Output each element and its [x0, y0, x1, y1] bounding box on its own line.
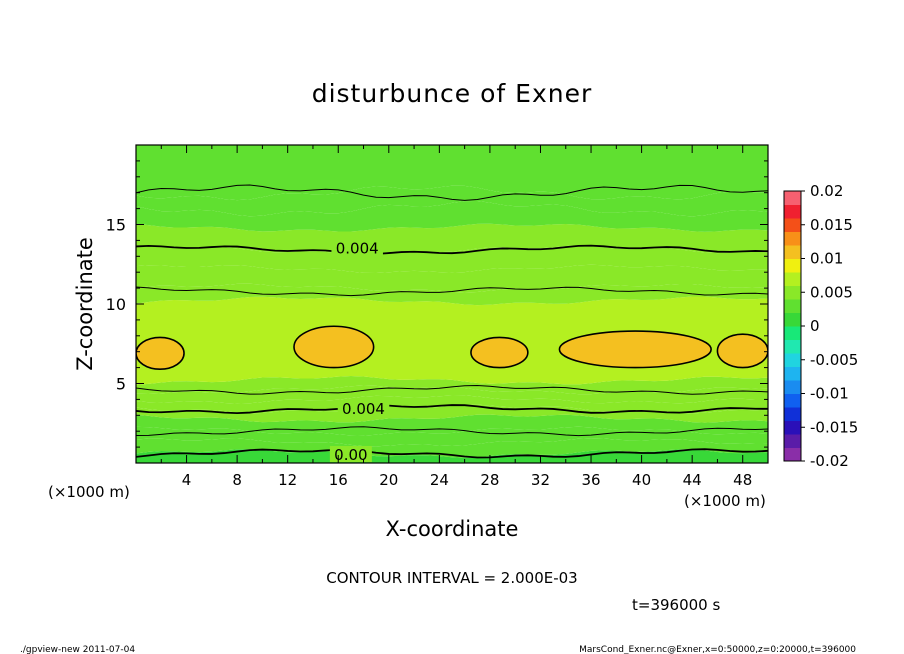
plot-area: 0.004 0.004 0.00	[135, 144, 769, 464]
colorbar-tick-label: -0.01	[810, 385, 849, 403]
colorbar-tick-label: 0.015	[810, 216, 853, 234]
x-tick-label: 8	[232, 471, 242, 489]
colorbar-swatch	[784, 285, 801, 300]
maximum-contour	[716, 333, 768, 369]
contour-line	[136, 244, 768, 255]
contour-line	[136, 384, 768, 395]
field-band	[136, 404, 768, 423]
field-band	[136, 426, 768, 447]
field-band	[136, 375, 768, 395]
field-band	[136, 201, 768, 232]
contour-line	[136, 184, 768, 201]
field-band	[136, 385, 768, 404]
field-band	[136, 145, 768, 201]
colorbar-tick-label: -0.015	[810, 418, 858, 436]
y-tick-label: 15	[106, 216, 126, 235]
colorbar-tick-label: 0	[810, 317, 820, 335]
time-text: t=396000 s	[632, 596, 720, 614]
y-axis-ticks: 5 10 15	[106, 144, 768, 464]
colorbar-swatch	[784, 407, 801, 421]
x-unit-right: (×1000 m)	[684, 492, 766, 510]
maximum-contour	[136, 336, 185, 370]
x-tick-label: 44	[683, 471, 702, 489]
maximum-contour	[558, 330, 712, 369]
y-tick-label: 10	[106, 295, 126, 314]
contour-line	[136, 404, 768, 415]
colorbar-swatch	[784, 353, 801, 367]
footer-right: MarsCond_Exner.nc@Exner,x=0:50000,z=0:20…	[579, 645, 856, 654]
colorbar-swatch	[784, 258, 801, 273]
contour-label-bg	[337, 399, 390, 416]
x-tick-label: 16	[329, 471, 348, 489]
colorbar-swatch	[784, 393, 801, 408]
contour-line	[136, 448, 768, 459]
colorbar-swatch	[784, 339, 801, 354]
footer-left: ./gpview-new 2011-07-04	[20, 645, 135, 654]
colorbar-tick-label: 0.005	[810, 283, 853, 301]
x-tick-label: 48	[733, 471, 752, 489]
field-band	[136, 185, 768, 217]
colorbar-swatch	[784, 434, 801, 448]
colorbar-tick-label: -0.005	[810, 351, 858, 369]
y-tick-label: 5	[116, 375, 126, 394]
colorbar-swatch	[784, 420, 801, 435]
field-band	[136, 438, 768, 458]
x-tick-label: 32	[531, 471, 550, 489]
maximum-contour	[293, 325, 375, 369]
x-axis-ticks: 4 8 12 16 20 24 28 32 36 40 44 48	[135, 145, 769, 489]
chart-title: disturbunce of Exner	[312, 79, 593, 108]
colorbar-swatch	[784, 380, 801, 394]
colorbar-swatch	[784, 191, 801, 205]
x-tick-label: 20	[379, 471, 398, 489]
field-layer: 0.004 0.004 0.00	[136, 145, 768, 464]
colorbar-swatch	[784, 326, 801, 340]
colorbar-swatch	[784, 218, 801, 232]
colorbar-tick-label: 0.02	[810, 182, 843, 200]
field-band	[136, 414, 768, 436]
colorbar-swatch	[784, 312, 801, 327]
y-axis-label: Z-coordinate	[73, 237, 97, 371]
x-tick-label: 40	[632, 471, 651, 489]
colorbar-swatch	[784, 447, 801, 462]
x-tick-label: 28	[480, 471, 499, 489]
maximum-contour	[470, 336, 529, 369]
contour-label-bg	[329, 446, 372, 463]
colorbar-swatch	[784, 231, 801, 246]
field-band	[136, 264, 768, 293]
field-band	[136, 245, 768, 274]
colorbar: 0.02 0.015 0.01 0.005 0 -0.005 -0.01 -0.015 -0.0…	[783, 182, 858, 470]
contour-label: 0.00	[334, 446, 367, 464]
colorbar-swatch	[784, 204, 801, 219]
contour-label: 0.004	[342, 400, 385, 418]
x-tick-label: 36	[581, 471, 600, 489]
x-axis-label: X-coordinate	[386, 517, 519, 541]
colorbar-tick-label: 0.01	[810, 250, 843, 268]
x-tick-label: 24	[430, 471, 449, 489]
colorbar-swatch	[784, 366, 801, 381]
field-band	[136, 283, 768, 306]
x-unit-left: (×1000 m)	[48, 483, 130, 501]
contour-line	[136, 286, 768, 297]
colorbar-swatch	[784, 245, 801, 259]
colorbar-tick-label: -0.02	[810, 452, 849, 470]
x-tick-label: 4	[182, 471, 192, 489]
contour-line	[136, 426, 768, 437]
contour-label: 0.004	[336, 239, 379, 257]
colorbar-swatch	[784, 299, 801, 313]
contour-interval-text: CONTOUR INTERVAL = 2.000E-03	[326, 569, 577, 587]
contour-label-bg	[331, 239, 383, 256]
colorbar-swatch	[784, 272, 801, 286]
x-tick-label: 12	[278, 471, 297, 489]
